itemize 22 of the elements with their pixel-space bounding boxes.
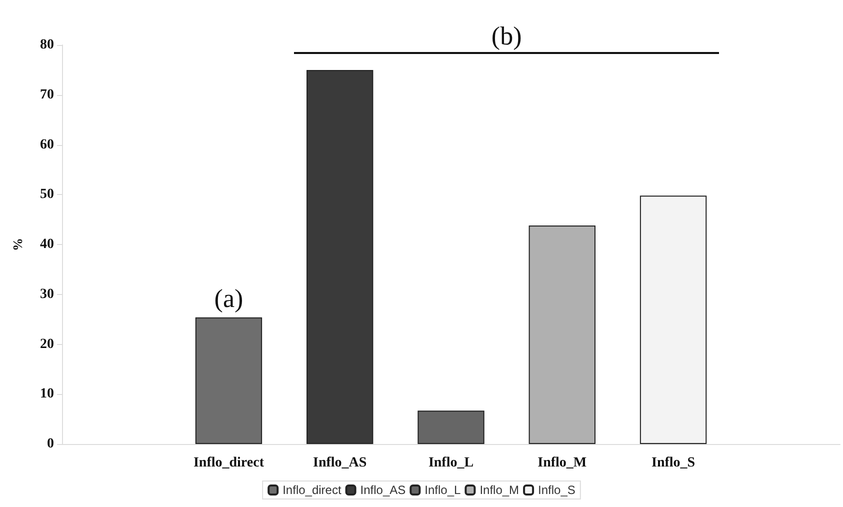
y-tick-label: 0 (47, 436, 54, 452)
x-tick-label: Inflo_AS (313, 456, 367, 470)
annotation: (a) (214, 284, 244, 313)
legend-label: Inflo_L (424, 483, 462, 497)
y-tick-label: 80 (40, 38, 54, 52)
x-tick-label: Inflo_L (428, 456, 474, 470)
y-tick-label: 10 (40, 386, 54, 402)
x-tick-label: Inflo_M (538, 456, 587, 470)
legend-label: Inflo_M (480, 483, 520, 497)
legend-label: Inflo_S (538, 483, 576, 497)
y-tick-label: 60 (40, 137, 54, 152)
y-tick-label: 20 (40, 336, 54, 352)
y-axis-title: % (10, 238, 25, 251)
y-tick-label: 50 (40, 187, 54, 202)
x-tick-label: Inflo_S (651, 456, 696, 470)
y-tick-label: 70 (40, 87, 54, 102)
y-tick-label: 30 (40, 286, 54, 302)
annotation: (b) (491, 22, 522, 50)
y-tick-label: 40 (40, 237, 54, 252)
x-tick-label: Inflo_direct (193, 456, 264, 470)
legend-label: Inflo_AS (360, 483, 406, 497)
legend-label: Inflo_direct (282, 483, 342, 497)
